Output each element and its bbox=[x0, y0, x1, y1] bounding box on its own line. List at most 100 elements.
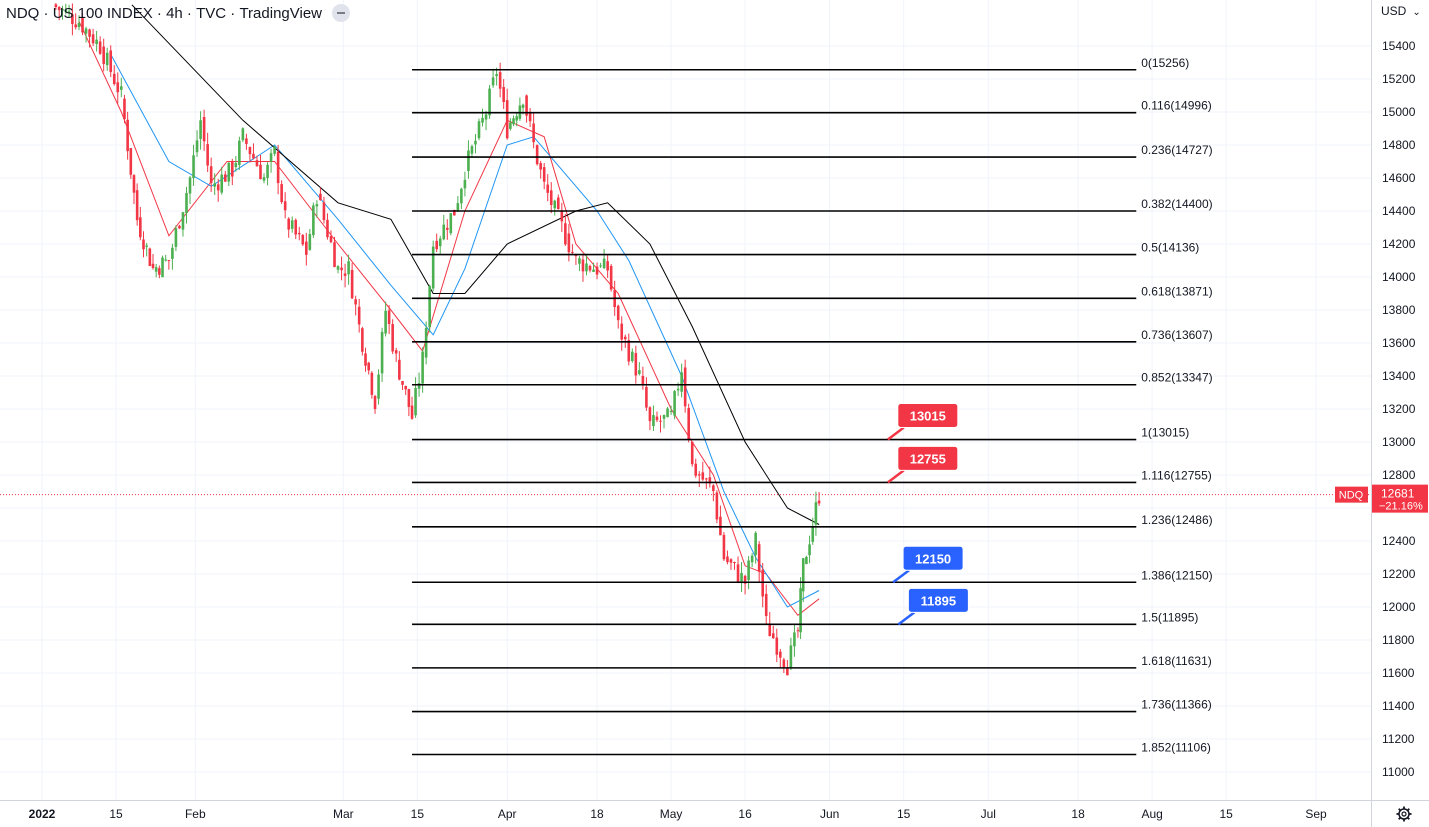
candle bbox=[259, 154, 262, 180]
interval-label[interactable]: 4h bbox=[166, 4, 183, 22]
candle bbox=[449, 212, 453, 236]
candle-body bbox=[609, 265, 613, 290]
callout-label: 12150 bbox=[915, 551, 951, 566]
candle-body bbox=[761, 569, 764, 597]
candle bbox=[655, 411, 659, 423]
candle-body bbox=[757, 544, 761, 572]
candle-body bbox=[105, 52, 109, 66]
candle bbox=[347, 254, 350, 285]
time-tick-label: 15 bbox=[897, 807, 911, 821]
candle-body bbox=[206, 144, 209, 166]
candle bbox=[248, 146, 252, 163]
candle-body bbox=[525, 95, 528, 116]
candle-body bbox=[549, 190, 553, 205]
candle bbox=[142, 231, 145, 258]
candle-body bbox=[112, 73, 116, 85]
candle bbox=[525, 94, 528, 123]
symbol-ticker[interactable]: NDQ bbox=[6, 4, 40, 22]
candle-body bbox=[431, 246, 435, 289]
candle-body bbox=[488, 88, 491, 116]
candle bbox=[719, 505, 722, 536]
candle-body bbox=[148, 248, 152, 266]
candle-body bbox=[245, 138, 248, 144]
gear-icon[interactable] bbox=[1396, 806, 1412, 822]
candle-body bbox=[428, 285, 431, 328]
candle bbox=[574, 253, 578, 265]
candle-body bbox=[88, 29, 91, 37]
fib-level-label: 0.116(14996) bbox=[1141, 99, 1212, 113]
candle-body bbox=[95, 39, 98, 45]
symbol-badge bbox=[1335, 486, 1368, 503]
candle-body bbox=[407, 388, 411, 407]
fib-level-label: 0.236(14727) bbox=[1141, 143, 1212, 157]
price-tick-label: 14600 bbox=[1382, 171, 1416, 185]
candle-body bbox=[171, 247, 174, 259]
candle-body bbox=[164, 259, 167, 261]
candle-body bbox=[116, 82, 120, 93]
candle bbox=[764, 584, 768, 625]
candle-body bbox=[126, 119, 129, 152]
candle-body bbox=[442, 224, 446, 240]
candle-body bbox=[340, 267, 343, 271]
candle-body bbox=[556, 197, 560, 210]
candle-body bbox=[188, 177, 192, 194]
candle-body bbox=[266, 164, 269, 179]
callout-box bbox=[897, 403, 959, 429]
candle bbox=[280, 180, 283, 204]
callout-pointer bbox=[897, 611, 916, 626]
currency-selector[interactable]: USD ⌄ bbox=[1381, 4, 1421, 18]
candle-body bbox=[666, 408, 669, 418]
fib-level-label: 0.736(13607) bbox=[1141, 328, 1212, 342]
candle bbox=[234, 156, 238, 172]
time-tick-label: 16 bbox=[738, 807, 752, 821]
minus-icon[interactable] bbox=[332, 4, 350, 22]
candle bbox=[477, 118, 481, 141]
candle-body bbox=[521, 104, 525, 108]
candle bbox=[556, 194, 560, 210]
candle-body bbox=[539, 163, 542, 170]
candle bbox=[404, 385, 407, 396]
candle-body bbox=[255, 160, 259, 167]
candle-body bbox=[456, 203, 460, 211]
candle-body bbox=[98, 41, 102, 54]
candle bbox=[283, 192, 287, 219]
candle-body bbox=[377, 374, 380, 399]
candle-body bbox=[135, 190, 139, 221]
candle bbox=[512, 115, 515, 127]
candle-body bbox=[683, 367, 687, 407]
candle bbox=[151, 254, 155, 270]
time-tick-label: Mar bbox=[333, 807, 354, 821]
candle bbox=[817, 492, 821, 506]
price-tick-label: 14200 bbox=[1382, 237, 1416, 251]
candle-body bbox=[627, 340, 631, 362]
candle bbox=[799, 577, 802, 639]
candle-body bbox=[775, 637, 779, 655]
candle-body bbox=[234, 162, 238, 168]
candle bbox=[252, 143, 255, 160]
candle bbox=[553, 199, 557, 216]
candle-body bbox=[588, 265, 592, 271]
candle bbox=[428, 284, 431, 333]
candle bbox=[238, 136, 241, 170]
separator: · bbox=[39, 4, 53, 22]
candle-body bbox=[216, 184, 220, 191]
candle-body bbox=[567, 233, 571, 253]
fib-level-label: 0.618(13871) bbox=[1141, 284, 1212, 298]
candle bbox=[380, 327, 384, 382]
candle-body bbox=[641, 375, 645, 385]
candle-body bbox=[322, 202, 326, 221]
candle-body bbox=[380, 331, 384, 374]
candle bbox=[445, 219, 449, 240]
candle bbox=[775, 628, 779, 663]
candle bbox=[564, 214, 567, 246]
candle bbox=[581, 254, 585, 282]
fib-level-label: 1.116(12755) bbox=[1141, 468, 1212, 482]
candle-body bbox=[132, 175, 136, 193]
candle bbox=[98, 36, 102, 55]
candle bbox=[697, 471, 701, 487]
candle-body bbox=[708, 477, 712, 484]
candle bbox=[502, 79, 505, 109]
candle-body bbox=[729, 559, 733, 563]
candle-body bbox=[620, 323, 624, 340]
